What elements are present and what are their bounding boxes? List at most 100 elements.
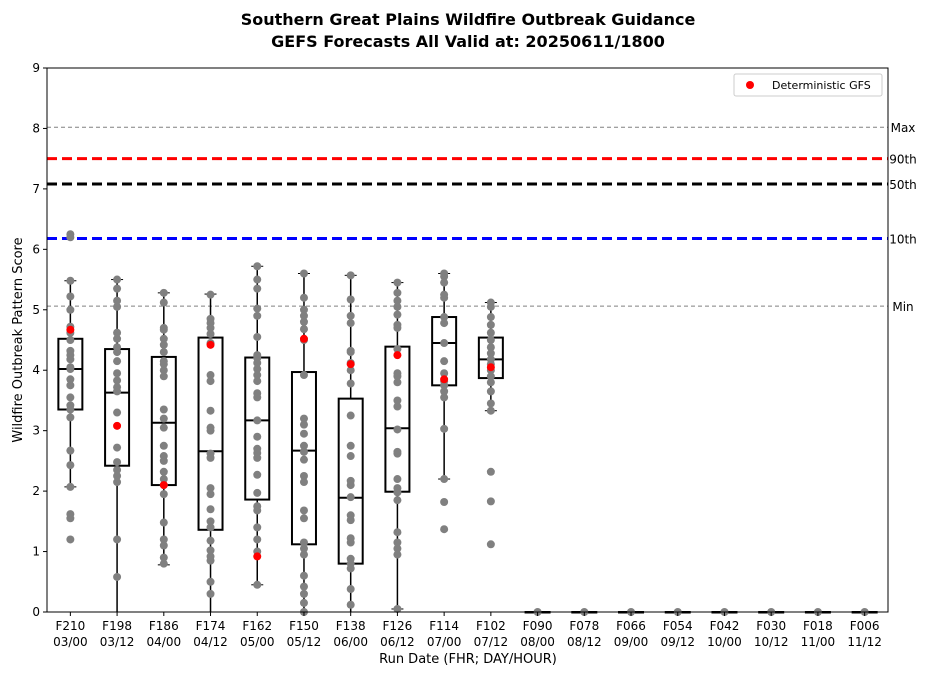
member-point [346,441,355,450]
member-point [159,340,168,349]
member-point [206,406,215,415]
x-tick-day: 09/00 [614,635,649,649]
member-point [486,497,495,506]
member-point [299,472,308,480]
member-point [299,582,308,591]
member-point [159,288,168,297]
member-point [159,467,168,476]
member-point [299,325,308,334]
member-point [440,393,449,402]
member-point [299,455,308,464]
member-point [486,336,495,344]
member-point [113,376,122,385]
member-point [159,475,168,484]
member-point [299,293,308,302]
ensemble-members [66,230,869,616]
gfs-point [113,421,122,430]
member-point [113,328,122,337]
member-point [486,349,495,358]
ref-label-50th: 50th [889,178,917,192]
member-point [253,377,262,386]
x-axis-label: Run Date (FHR; DAY/HOUR) [379,652,557,667]
member-point [299,514,308,523]
member-point [299,441,308,450]
member-point [486,313,495,322]
member-point [253,351,262,360]
member-point [159,518,168,527]
member-point [299,269,308,278]
member-point [393,550,402,559]
x-tick-fhr: F042 [710,619,740,633]
member-point [299,429,308,438]
member-point [113,275,122,284]
member-point [346,271,355,280]
member-point [440,525,449,534]
member-point [346,554,355,563]
member-point [440,313,449,322]
y-tick-label: 7 [32,182,40,196]
member-point [346,295,355,304]
member-point [66,276,75,285]
y-tick-label: 5 [32,303,40,317]
x-tick-fhr: F018 [803,619,833,633]
member-point [253,535,262,544]
member-point [486,467,495,476]
gfs-point [159,481,168,490]
legend-box [733,73,883,97]
member-point [206,484,215,493]
x-tick-fhr: F198 [102,619,132,633]
member-point [66,375,75,384]
member-point [440,369,449,378]
ref-label-10th: 10th [889,232,917,246]
member-point [159,452,168,461]
member-point [393,302,402,311]
member-point [159,541,168,550]
member-point [486,355,495,364]
y-axis-label: Wildfire Outbreak Pattern Score [11,237,26,442]
member-point [253,470,262,479]
member-point [206,423,215,432]
ref-label-min: Min [892,300,913,314]
member-point [66,461,75,470]
member-point [66,363,75,372]
x-tick-fhr: F126 [383,619,413,633]
x-tick-fhr: F030 [756,619,786,633]
member-point [299,538,308,547]
member-point [159,553,168,562]
member-point [393,369,402,378]
member-point [113,478,122,487]
member-point [393,396,402,405]
gfs-point [66,325,75,334]
member-point [299,544,308,553]
member-point [346,600,355,609]
x-tick-day: 06/12 [380,635,415,649]
member-point [299,550,308,559]
x-tick-fhr: F102 [476,619,506,633]
x-tick-day: 07/12 [474,635,509,649]
plot-frame [46,67,889,613]
reference-lines [47,126,888,307]
member-point [253,371,262,380]
member-point [299,311,308,320]
member-point [253,262,262,271]
legend-gfs-marker [746,81,754,89]
member-point [113,572,122,581]
member-point [159,323,168,332]
member-point [486,378,495,387]
gfs-point [206,340,215,349]
x-tick-day: 11/00 [801,635,836,649]
member-point [113,443,122,452]
member-point [393,544,402,553]
member-point [393,447,402,456]
member-point [253,389,262,398]
member-point [253,432,262,441]
member-point [393,484,402,493]
member-point [159,423,168,432]
member-point [393,475,402,484]
member-point [346,319,355,328]
member-point [66,393,75,402]
member-point [486,343,495,352]
member-point [440,278,449,287]
x-tick-day: 04/00 [147,635,182,649]
member-point [113,383,122,392]
